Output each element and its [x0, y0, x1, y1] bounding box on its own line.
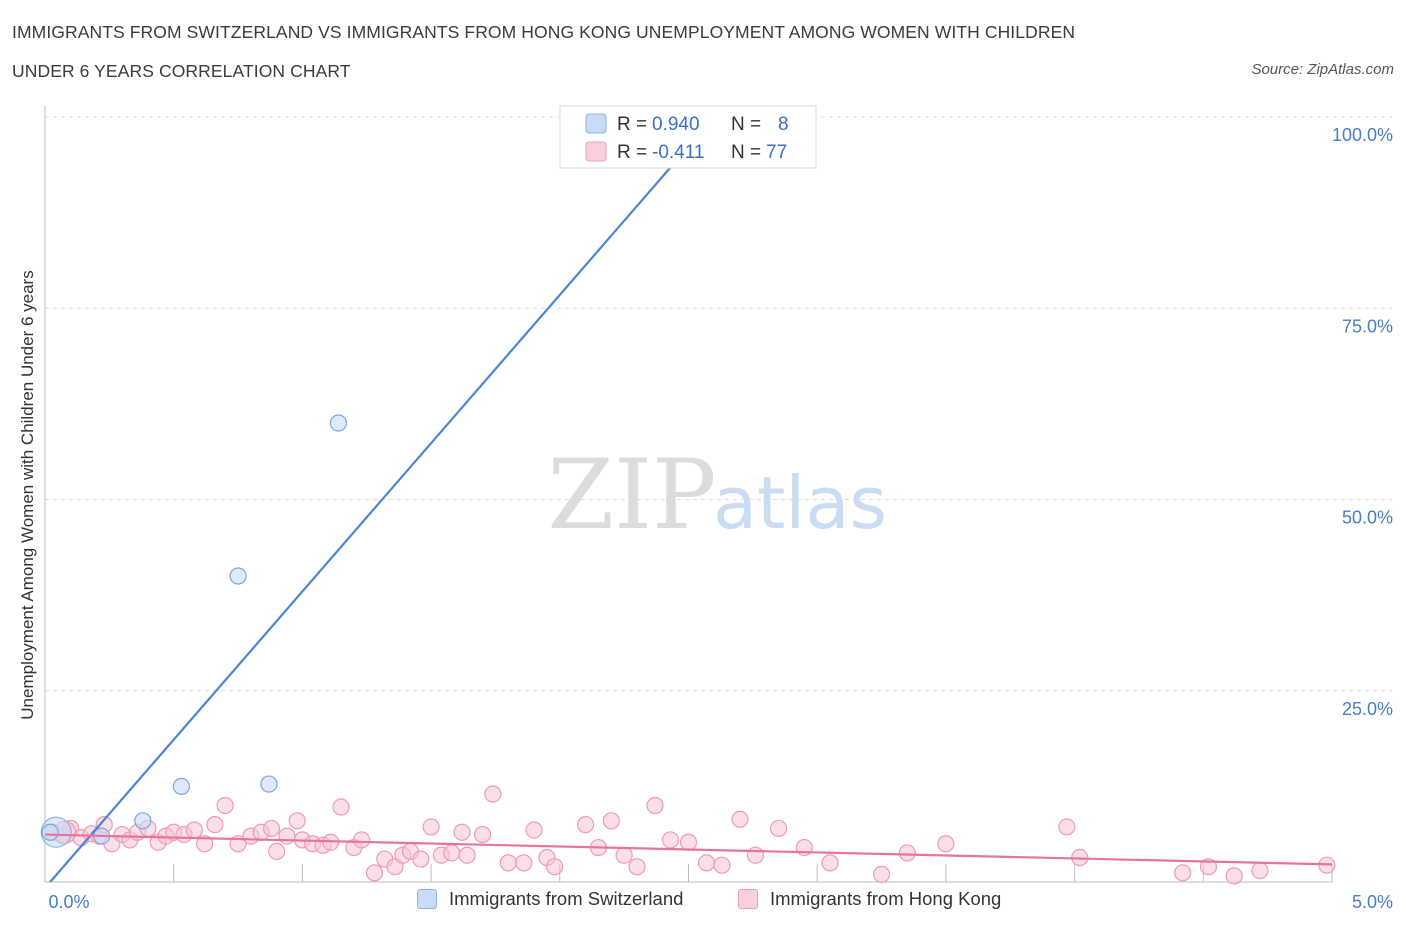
- hongkong-point: [195, 835, 214, 853]
- legend-swatch-hongkong: [585, 141, 607, 162]
- chart-title-line-2: UNDER 6 YEARS CORRELATION CHART: [12, 61, 351, 81]
- hongkong-point: [679, 833, 698, 851]
- hongkong-point: [628, 858, 646, 876]
- gridlines: [45, 116, 1392, 692]
- axes: [44, 106, 1333, 883]
- hongkong-point: [602, 812, 620, 830]
- switzerland-point: [229, 567, 247, 585]
- watermark-zip: ZIP: [547, 439, 716, 551]
- hongkong-point: [185, 821, 203, 839]
- hongkong-point: [206, 816, 224, 834]
- hongkong-point: [473, 825, 492, 844]
- swatch-switzerland: [417, 889, 437, 909]
- hongkong-point: [661, 831, 680, 849]
- y-tick-label: 25.0%: [1342, 699, 1393, 719]
- hongkong-point: [821, 854, 839, 872]
- y-tick-label: 50.0%: [1342, 508, 1393, 528]
- hongkong-point: [1225, 867, 1243, 885]
- hongkong-point: [731, 810, 749, 828]
- switzerland-point: [172, 777, 191, 795]
- hongkong-point: [515, 854, 533, 872]
- switzerland-point: [260, 775, 278, 793]
- hongkong-points: [44, 785, 1336, 885]
- x-tick-label-max: 5.0%: [1352, 892, 1393, 912]
- hongkong-point: [412, 850, 430, 868]
- source-label: Source: ZipAtlas.com: [1251, 61, 1394, 78]
- hongkong-point: [525, 821, 543, 839]
- hongkong-point: [262, 819, 281, 838]
- swatch-hongkong: [738, 889, 758, 909]
- hongkong-point: [746, 846, 765, 864]
- hongkong-point: [1251, 861, 1269, 880]
- legend-r-label-2: R =: [617, 142, 647, 163]
- hongkong-point: [353, 831, 371, 849]
- hongkong-point: [216, 796, 234, 815]
- legend-r-value-2: -0.411: [652, 142, 704, 163]
- hongkong-trend-line: [44, 833, 1333, 866]
- hongkong-point: [576, 816, 595, 834]
- hongkong-point: [937, 835, 955, 853]
- hongkong-point: [458, 846, 476, 864]
- hongkong-point: [443, 844, 461, 862]
- legend-n-value-2: 77: [766, 142, 787, 163]
- switzerland-point: [329, 414, 348, 432]
- switzerland-trend-line: [49, 116, 716, 883]
- trend-lines: [44, 116, 1333, 883]
- hongkong-point: [332, 798, 350, 816]
- legend-r-label-1: R =: [617, 114, 647, 135]
- hongkong-point: [1174, 864, 1192, 882]
- hongkong-point: [713, 856, 731, 874]
- bottom-legend: Immigrants from Switzerland Immigrants f…: [0, 888, 1406, 918]
- legend-n-label-1: N =: [731, 114, 761, 135]
- legend-r-value-1: 0.940: [652, 114, 700, 135]
- hongkong-point: [499, 854, 517, 872]
- legend-item-hongkong: Immigrants from Hong Kong: [738, 888, 1001, 910]
- legend-swatch-switzerland: [585, 113, 607, 134]
- watermark: ZIP atlas: [547, 439, 887, 551]
- hongkong-point: [422, 818, 440, 836]
- switzerland-point: [41, 823, 59, 841]
- hongkong-point: [546, 858, 564, 876]
- hongkong-point: [278, 827, 296, 845]
- legend-n-value-1: 8: [778, 114, 789, 135]
- legend-label-switzerland: Immigrants from Switzerland: [449, 888, 684, 909]
- x-tick-label-min: 0.0%: [48, 892, 89, 912]
- legend-n-label-2: N =: [731, 142, 761, 163]
- hongkong-point: [1058, 818, 1076, 836]
- hongkong-point: [646, 796, 664, 815]
- hongkong-point: [453, 823, 471, 841]
- hongkong-point: [898, 844, 916, 862]
- switzerland-point: [134, 812, 152, 830]
- hongkong-point: [268, 842, 286, 861]
- hongkong-point: [872, 865, 891, 883]
- hongkong-point: [288, 812, 306, 830]
- y-tick-labels: 100.0% 75.0% 50.0% 25.0%: [1332, 125, 1393, 719]
- hongkong-point: [484, 785, 502, 803]
- x-tick-labels: 0.0% 5.0%: [48, 892, 1393, 912]
- y-tick-label: 100.0%: [1332, 125, 1393, 145]
- legend-label-hongkong: Immigrants from Hong Kong: [770, 888, 1002, 909]
- legend-item-switzerland: Immigrants from Switzerland: [417, 888, 683, 910]
- y-tick-label: 75.0%: [1342, 316, 1393, 336]
- hongkong-point: [769, 819, 788, 838]
- watermark-atlas: atlas: [713, 461, 887, 545]
- correlation-legend: R = 0.940 N = 8 R = -0.411 N = 77: [559, 105, 817, 169]
- hongkong-point: [615, 846, 633, 864]
- hongkong-point: [365, 864, 384, 882]
- chart-title-line-1: IMMIGRANTS FROM SWITZERLAND VS IMMIGRANT…: [12, 22, 1076, 42]
- hongkong-point: [697, 854, 716, 872]
